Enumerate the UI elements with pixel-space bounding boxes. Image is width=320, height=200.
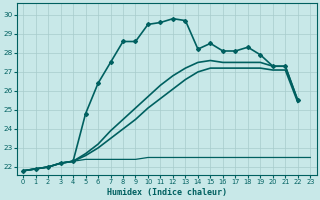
X-axis label: Humidex (Indice chaleur): Humidex (Indice chaleur) xyxy=(107,188,227,197)
